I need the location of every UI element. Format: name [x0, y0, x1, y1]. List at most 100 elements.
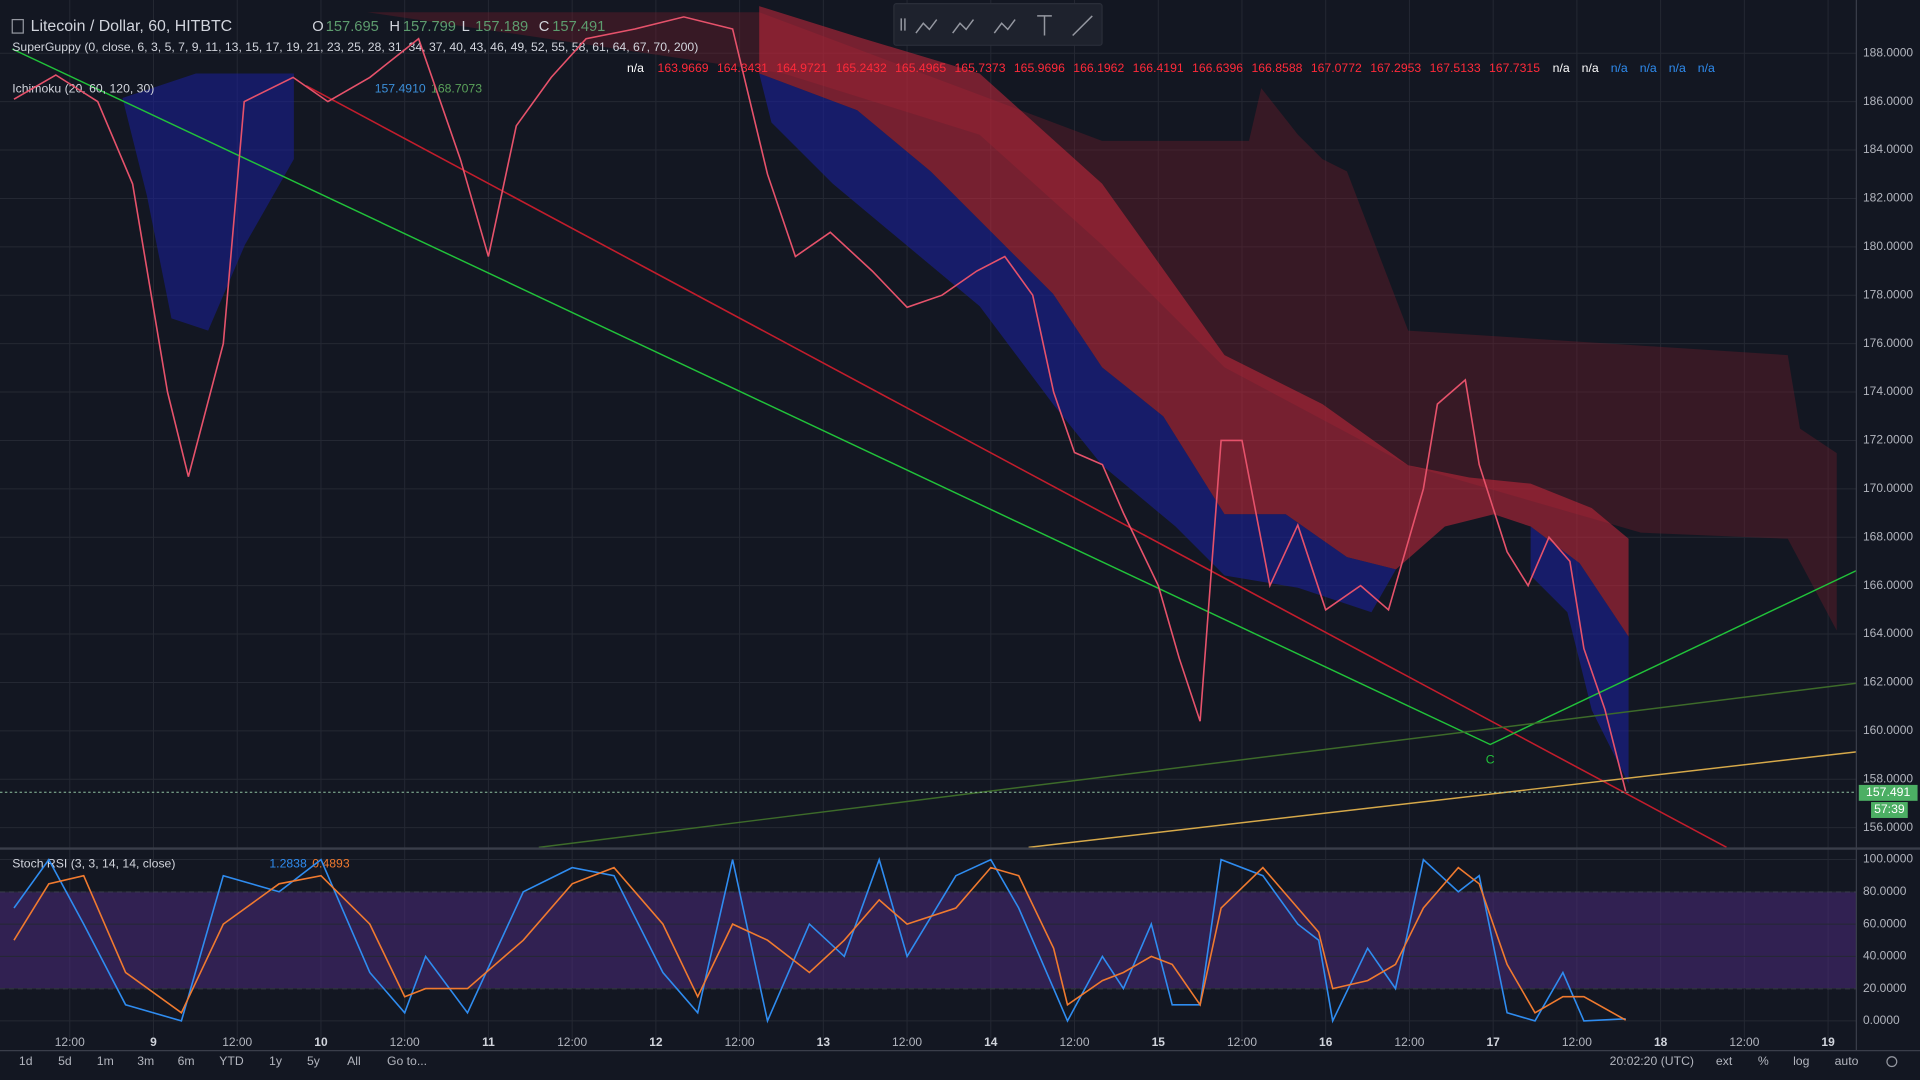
y-tick-label: 178.0000 [1863, 287, 1913, 301]
y-tick-label: 170.0000 [1863, 481, 1913, 495]
settings-icon[interactable] [1886, 1056, 1898, 1068]
superguppy-value: 166.4191 [1133, 61, 1184, 75]
toolbar-handle[interactable] [900, 18, 906, 31]
bottom-bar: 1d 5d 1m 3m 6m YTD 1y 5y All ext% log auto [19, 1054, 1859, 1068]
pattern-label: C [1486, 753, 1495, 767]
ohlc-key: L [462, 19, 470, 35]
range-button[interactable]: 1d [19, 1054, 33, 1068]
y-tick-label: 174.0000 [1863, 384, 1913, 398]
guppy-blue-band [759, 73, 1396, 613]
y-tick-label: 60.0000 [1863, 916, 1907, 930]
x-tick-label: 13 [817, 1035, 831, 1049]
y-tick-label: 172.0000 [1863, 433, 1913, 447]
ichimoku-value: 157.4910 [375, 82, 426, 96]
superguppy-value: 167.5133 [1430, 61, 1481, 75]
toolbar-icon[interactable] [993, 19, 1016, 34]
stoch-title: Stoch RSI (3, 3, 14, 14, close) [12, 857, 175, 871]
superguppy-value: n/a [1698, 61, 1715, 75]
toolbar-icon[interactable] [1037, 15, 1052, 36]
ohlc-key: C [539, 19, 550, 35]
superguppy-value: 166.6396 [1192, 61, 1243, 75]
x-tick-label: 11 [482, 1035, 495, 1049]
trend-line [1028, 751, 1857, 849]
y-tick-label: 162.0000 [1863, 675, 1913, 689]
stoch-line [13, 857, 1626, 1024]
ohlc-value: 157.799 [403, 19, 456, 35]
x-tick-label: 16 [1319, 1035, 1333, 1049]
y-tick-label: 166.0000 [1863, 578, 1913, 592]
x-tick-label: 9 [150, 1035, 157, 1049]
ichimoku-cloud [367, 12, 1837, 631]
superguppy-value: 165.9696 [1014, 61, 1065, 75]
range-button[interactable]: 1y [269, 1054, 283, 1068]
stoch-value: 1.2838 [269, 857, 307, 871]
superguppy-value: 163.9669 [658, 61, 709, 75]
x-tick-label: 12:00 [1227, 1035, 1257, 1049]
y-tick-label: 188.0000 [1863, 45, 1913, 59]
superguppy-value: 165.7373 [954, 61, 1005, 75]
axis-option[interactable]: % [1758, 1054, 1769, 1068]
axis-option[interactable]: ext [1716, 1054, 1733, 1068]
range-button[interactable]: 5d [58, 1054, 72, 1068]
superguppy-value: 166.1962 [1073, 61, 1124, 75]
range-button[interactable]: 3m [137, 1054, 154, 1068]
ohlc-value: 157.695 [326, 19, 379, 35]
y-tick-label: 160.0000 [1863, 723, 1913, 737]
y-tick-label: 182.0000 [1863, 191, 1913, 205]
stoch-line [13, 866, 1627, 1021]
y-tick-label: 80.0000 [1863, 884, 1907, 898]
x-tick-label: 15 [1152, 1035, 1166, 1049]
stoch-value: 0.4893 [312, 857, 350, 871]
clock: 20:02:20 (UTC) [1610, 1054, 1694, 1068]
y-tick-label: 164.0000 [1863, 626, 1913, 640]
x-tick-label: 17 [1486, 1035, 1500, 1049]
range-button[interactable]: 6m [178, 1054, 195, 1068]
superguppy-values: n/a 163.9669 164.3431 164.9721 165.2432 165.4… [627, 61, 1715, 75]
range-button[interactable]: 1m [97, 1054, 114, 1068]
ohlc-legend: O 157.695 H 157.799 L 157.189 C 157.491 [312, 19, 605, 35]
axis-option[interactable]: auto [1835, 1054, 1859, 1068]
trend-line [305, 85, 1727, 849]
range-button[interactable]: All [347, 1054, 361, 1068]
y-tick-label: 156.0000 [1863, 820, 1913, 834]
y-tick-label: 180.0000 [1863, 239, 1913, 253]
axis-option[interactable]: log [1793, 1054, 1810, 1068]
collapse-icon[interactable] [11, 18, 24, 34]
ichimoku-value: 168.7073 [431, 82, 482, 96]
superguppy-value: 167.7315 [1489, 61, 1540, 75]
x-tick-label: 12:00 [1060, 1035, 1090, 1049]
x-tick-label: 14 [984, 1035, 998, 1049]
countdown-bg [1871, 802, 1908, 818]
x-tick-label: 10 [314, 1035, 328, 1049]
superguppy-value: 166.8588 [1251, 61, 1302, 75]
guppy-ribbon [759, 6, 1629, 637]
ohlc-key: H [389, 19, 400, 35]
x-tick-label: 12:00 [55, 1035, 85, 1049]
toolbar-icon[interactable] [1072, 15, 1093, 37]
x-tick-label: 12 [649, 1035, 663, 1049]
y-tick-label: 184.0000 [1863, 142, 1913, 156]
y-tick-label: 100.0000 [1863, 852, 1913, 866]
y-tick-label: 20.0000 [1863, 981, 1907, 995]
range-button[interactable]: YTD [219, 1054, 244, 1068]
chart-title: Litecoin / Dollar, 60, HITBTC [31, 18, 233, 35]
countdown: 57:39 [1874, 802, 1905, 816]
trend-line [11, 48, 1857, 746]
x-tick-label: 12:00 [1562, 1035, 1592, 1049]
superguppy-value: n/a [1582, 61, 1599, 75]
trend-line [538, 682, 1857, 849]
toolbar-icon[interactable] [952, 19, 975, 34]
ohlc-value: 157.189 [475, 19, 528, 35]
x-tick-label: 12:00 [1729, 1035, 1759, 1049]
drawing-toolbar [893, 3, 1103, 46]
toolbar-icon[interactable] [915, 19, 938, 34]
x-tick-label: 12:00 [725, 1035, 755, 1049]
price-tag-bg [1858, 784, 1918, 801]
axis-labels: 12:00 9 12:00 10 12:00 11 12:00 12 12:00 13 12:00 1… [55, 45, 1914, 1049]
superguppy-value: 167.0772 [1311, 61, 1362, 75]
superguppy-value: n/a [1669, 61, 1686, 75]
range-button[interactable]: 5y [307, 1054, 321, 1068]
goto-button[interactable]: Go to... [387, 1054, 427, 1068]
superguppy-value: 167.2953 [1370, 61, 1421, 75]
